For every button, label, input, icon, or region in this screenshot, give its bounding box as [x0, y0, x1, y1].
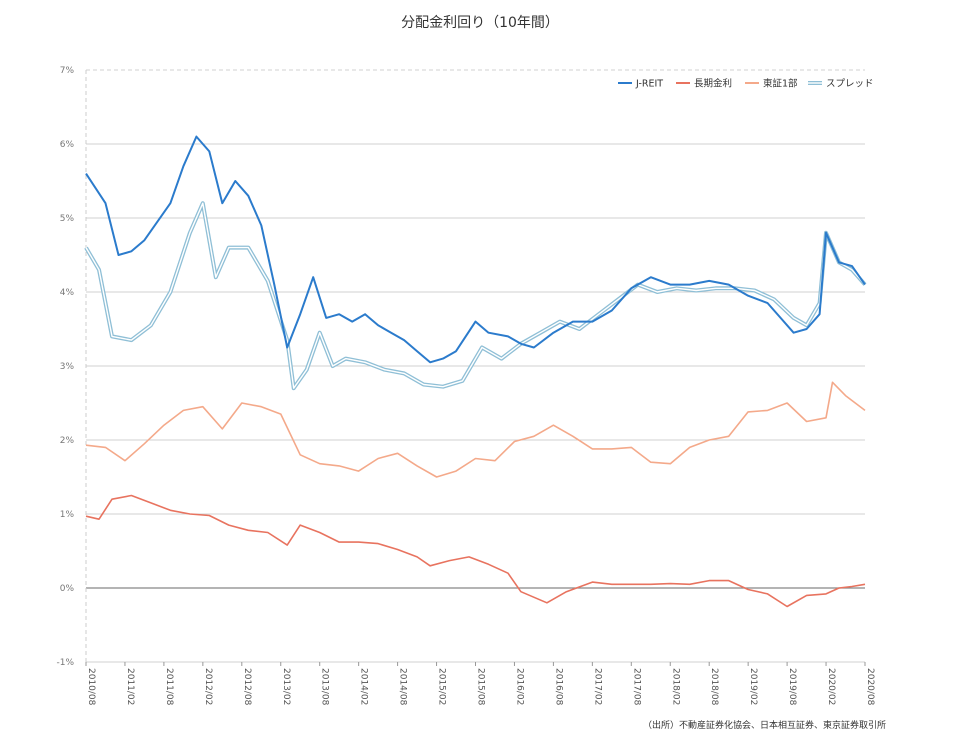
x-tick-label: 2015/02: [437, 668, 447, 705]
y-tick-label: 2%: [60, 436, 75, 446]
y-tick-label: 7%: [60, 66, 75, 76]
legend: J-REIT 長期金利 東証1部 スプレッド: [618, 78, 874, 90]
x-tick-label: 2017/02: [592, 668, 602, 705]
y-tick-label: 1%: [60, 510, 75, 520]
x-tick-label: 2012/02: [203, 668, 213, 705]
y-tick-label: 5%: [60, 214, 75, 224]
series-line-j-reit: [85, 135, 866, 364]
x-tick-label: 2013/08: [320, 668, 330, 706]
legend-label: スプレッド: [826, 79, 874, 90]
series-line-tse1: [85, 381, 866, 478]
x-tick-label: 2013/02: [281, 668, 291, 705]
y-tick-label: 4%: [60, 288, 75, 298]
series-line-long-term-rate: [85, 494, 866, 608]
source-note: （出所）不動産証券化協会、日本相互証券、東京証券取引所: [642, 721, 886, 731]
legend-label: J-REIT: [635, 79, 663, 90]
x-tick-label: 2020/02: [826, 668, 836, 705]
series-lines: [84, 135, 867, 608]
y-axis: -1% 0% 1% 2% 3% 4% 5% 6% 7%: [56, 66, 74, 668]
x-tick-label: 2012/08: [242, 668, 252, 706]
x-tick-label: 2017/08: [631, 668, 641, 706]
x-axis: 2010/08 2011/02 2011/08 2012/02 2012/08 2013/…: [85, 662, 875, 706]
x-tick-label: 2019/02: [748, 668, 758, 705]
y-tick-label: 6%: [60, 140, 75, 150]
x-tick-label: 2015/08: [476, 668, 486, 706]
y-tick-label: 3%: [60, 362, 75, 372]
grid-lines: [85, 69, 865, 663]
x-tick-label: 2011/02: [125, 668, 135, 705]
x-tick-label: 2019/08: [787, 668, 797, 706]
x-tick-label: 2011/08: [164, 668, 174, 706]
x-tick-label: 2016/02: [514, 668, 524, 705]
chart-title: 分配金利回り（10年間）: [401, 15, 559, 31]
legend-label: 東証1部: [763, 78, 798, 90]
x-tick-label: 2018/02: [670, 668, 680, 705]
x-tick-label: 2014/02: [359, 668, 369, 705]
y-tick-label: -1%: [56, 658, 74, 668]
series-line-spread-inner: [85, 202, 866, 389]
x-tick-label: 2020/08: [865, 668, 875, 706]
x-tick-label: 2014/08: [398, 668, 408, 706]
x-tick-label: 2010/08: [86, 668, 96, 706]
x-tick-label: 2018/08: [709, 668, 719, 706]
x-tick-label: 2016/08: [553, 668, 563, 706]
legend-label: 長期金利: [694, 78, 732, 90]
y-tick-label: 0%: [60, 584, 75, 594]
